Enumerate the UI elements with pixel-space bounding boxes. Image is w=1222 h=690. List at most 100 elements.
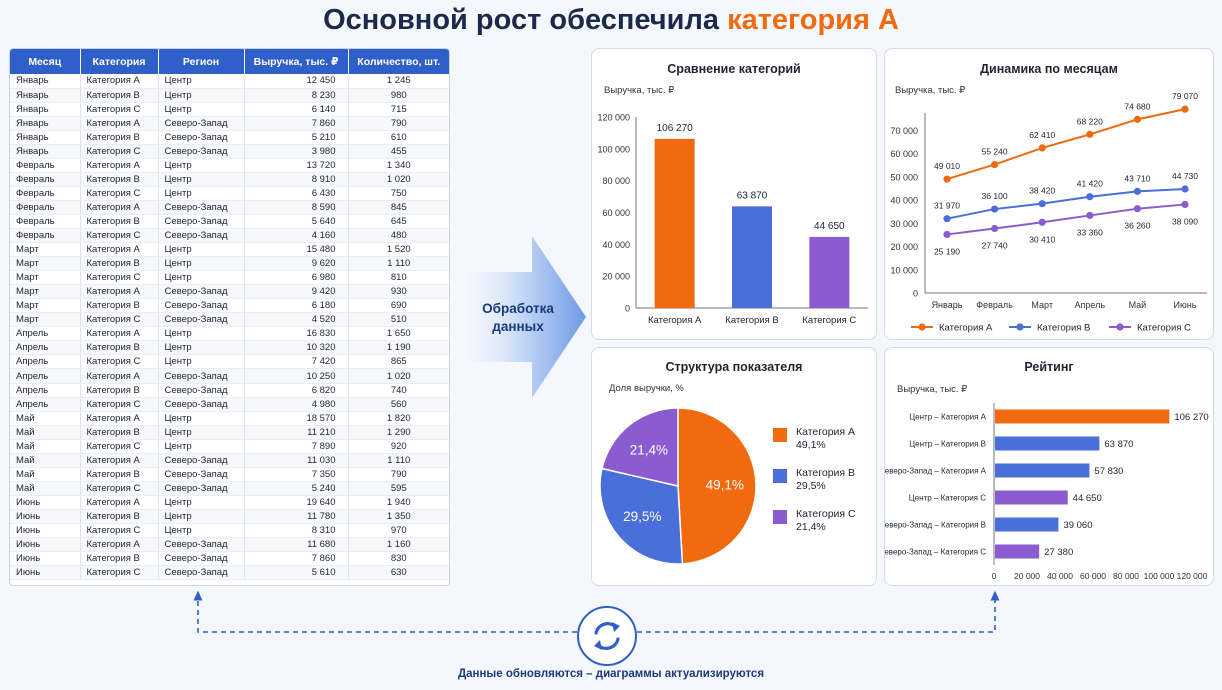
table-row[interactable]: Июнь Категория В Центр 11 780 1 350 [10, 509, 449, 525]
cell-quantity: 715 [348, 102, 449, 117]
y-tick-label: 120 000 [597, 113, 630, 123]
column-header-revenue[interactable]: Выручка, тыс. ₽ [244, 49, 349, 74]
table-row[interactable]: Июнь Категория А Северо-Запад 11 680 1 160 [10, 537, 449, 553]
table-row[interactable]: Февраль Категория А Северо-Запад 8 590 845 [10, 200, 449, 215]
cell-revenue: 6 980 [244, 270, 349, 286]
legend-marker [918, 323, 926, 331]
table-row[interactable]: Февраль Категория С Северо-Запад 4 160 480 [10, 228, 449, 244]
bar [995, 436, 1100, 451]
table-row[interactable]: Май Категория А Северо-Запад 11 030 1 110 [10, 453, 449, 468]
cell-quantity: 1 160 [348, 537, 449, 553]
table-row[interactable]: Май Категория В Северо-Запад 7 350 790 [10, 467, 449, 482]
table-row[interactable]: Июнь Категория С Северо-Запад 5 610 630 [10, 565, 449, 581]
hbar-chart-rating: Выручка, тыс. ₽ 0 20 000 40 000 60 000 80 000… [885, 384, 1209, 581]
cell-quantity: 1 020 [348, 368, 449, 384]
table-row[interactable]: Март Категория В Центр 9 620 1 110 [10, 256, 449, 272]
cell-category: Категория С [80, 144, 159, 159]
table-row[interactable]: Март Категория А Северо-Запад 9 420 930 [10, 284, 449, 300]
process-label: Обработка данных [470, 300, 566, 336]
cell-month: Июнь [10, 509, 81, 525]
table-row[interactable]: Январь Категория С Центр 6 140 715 [10, 102, 449, 117]
cell-month: Июнь [10, 565, 81, 581]
cell-region: Центр [158, 425, 245, 440]
y-tick-label: Центр – Категория С [909, 494, 986, 503]
cell-quantity: 1 650 [348, 326, 449, 342]
table-row[interactable]: Март Категория С Северо-Запад 4 520 510 [10, 312, 449, 328]
table-row[interactable]: Май Категория С Северо-Запад 5 240 595 [10, 481, 449, 496]
cell-month: Апрель [10, 354, 81, 370]
data-label: 38 090 [1172, 216, 1198, 226]
cell-quantity: 790 [348, 467, 449, 482]
cell-month: Март [10, 270, 81, 286]
cell-category: Категория С [80, 481, 159, 496]
table-row[interactable]: Июнь Категория А Центр 19 640 1 940 [10, 495, 449, 510]
cell-month: Февраль [10, 172, 81, 187]
table-row[interactable]: Февраль Категория В Северо-Запад 5 640 645 [10, 214, 449, 230]
cell-region: Северо-Запад [158, 537, 245, 553]
table-row[interactable]: Март Категория С Центр 6 980 810 [10, 270, 449, 286]
cell-revenue: 11 680 [244, 537, 349, 553]
table-row[interactable]: Апрель Категория С Центр 7 420 865 [10, 354, 449, 370]
data-point [1086, 193, 1094, 201]
cell-revenue: 16 830 [244, 326, 349, 342]
cell-quantity: 865 [348, 354, 449, 370]
cell-quantity: 920 [348, 439, 449, 454]
cell-region: Центр [158, 509, 245, 525]
table-row[interactable]: Январь Категория В Северо-Запад 5 210 610 [10, 130, 449, 145]
x-tick-label: Категория В [725, 315, 778, 326]
table-row[interactable]: Январь Категория С Северо-Запад 3 980 455 [10, 144, 449, 159]
table-row[interactable]: Апрель Категория А Центр 16 830 1 650 [10, 326, 449, 342]
data-label: 36 260 [1124, 221, 1150, 231]
cell-category: Категория А [80, 116, 159, 131]
table-row[interactable]: Апрель Категория В Центр 10 320 1 190 [10, 340, 449, 356]
table-row[interactable]: Февраль Категория А Центр 13 720 1 340 [10, 158, 449, 173]
table-row[interactable]: Май Категория А Центр 18 570 1 820 [10, 411, 449, 426]
cell-revenue: 4 980 [244, 397, 349, 412]
table-row[interactable]: Май Категория С Центр 7 890 920 [10, 439, 449, 454]
table-row[interactable]: Январь Категория В Центр 8 230 980 [10, 88, 449, 103]
table-row[interactable]: Июнь Категория В Северо-Запад 7 860 830 [10, 551, 449, 567]
table-row[interactable]: Февраль Категория С Центр 6 430 750 [10, 186, 449, 201]
cell-category: Категория С [80, 186, 159, 201]
pie-slice [677, 407, 757, 565]
chart-title: Сравнение категорий [667, 62, 801, 76]
table-row[interactable]: Март Категория А Центр 15 480 1 520 [10, 242, 449, 258]
cell-category: Категория В [80, 298, 159, 314]
table-row[interactable]: Январь Категория А Северо-Запад 7 860 790 [10, 116, 449, 131]
table-row[interactable]: Май Категория В Центр 11 210 1 290 [10, 425, 449, 440]
cell-revenue: 9 420 [244, 284, 349, 300]
cell-region: Северо-Запад [158, 130, 245, 145]
cell-quantity: 830 [348, 551, 449, 567]
bar-value-label: 106 270 [1174, 412, 1208, 423]
table-row[interactable]: Март Категория В Северо-Запад 6 180 690 [10, 298, 449, 314]
cell-month: Март [10, 312, 81, 328]
table-row[interactable]: Январь Категория А Центр 12 450 1 245 [10, 74, 449, 89]
legend-entry: Категория В 29,5% [796, 467, 855, 493]
cell-quantity: 930 [348, 284, 449, 300]
column-header-region[interactable]: Регион [158, 49, 245, 74]
cell-region: Северо-Запад [158, 312, 245, 328]
y-tick-label: 80 000 [602, 176, 630, 186]
legend-label: Категория С [796, 508, 856, 520]
x-tick-label: 40 000 [1047, 571, 1073, 581]
process-label-line-1: Обработка [482, 301, 554, 316]
column-header-category[interactable]: Категория [80, 49, 159, 74]
column-header-quantity[interactable]: Количество, шт. [348, 49, 449, 74]
column-header-month[interactable]: Месяц [10, 49, 81, 74]
data-label: 55 240 [982, 147, 1008, 157]
bar [995, 490, 1068, 505]
cell-month: Январь [10, 102, 81, 117]
table-row[interactable]: Апрель Категория С Северо-Запад 4 980 560 [10, 397, 449, 412]
table-row[interactable]: Февраль Категория В Центр 8 910 1 020 [10, 172, 449, 187]
table-row[interactable]: Апрель Категория А Северо-Запад 10 250 1 020 [10, 368, 449, 384]
table-row[interactable]: Апрель Категория В Северо-Запад 6 820 740 [10, 383, 449, 398]
table-body: Январь Категория А Центр 12 450 1 245 Январь К… [10, 74, 449, 581]
cell-quantity: 1 245 [348, 74, 449, 89]
data-label: 49 010 [934, 161, 960, 171]
data-label: 33 360 [1077, 227, 1103, 237]
table-row[interactable]: Июнь Категория С Центр 8 310 970 [10, 523, 449, 539]
cell-quantity: 645 [348, 214, 449, 230]
x-axis-label: Выручка, тыс. ₽ [897, 384, 967, 395]
cell-quantity: 480 [348, 228, 449, 244]
refresh-button[interactable] [577, 606, 637, 666]
